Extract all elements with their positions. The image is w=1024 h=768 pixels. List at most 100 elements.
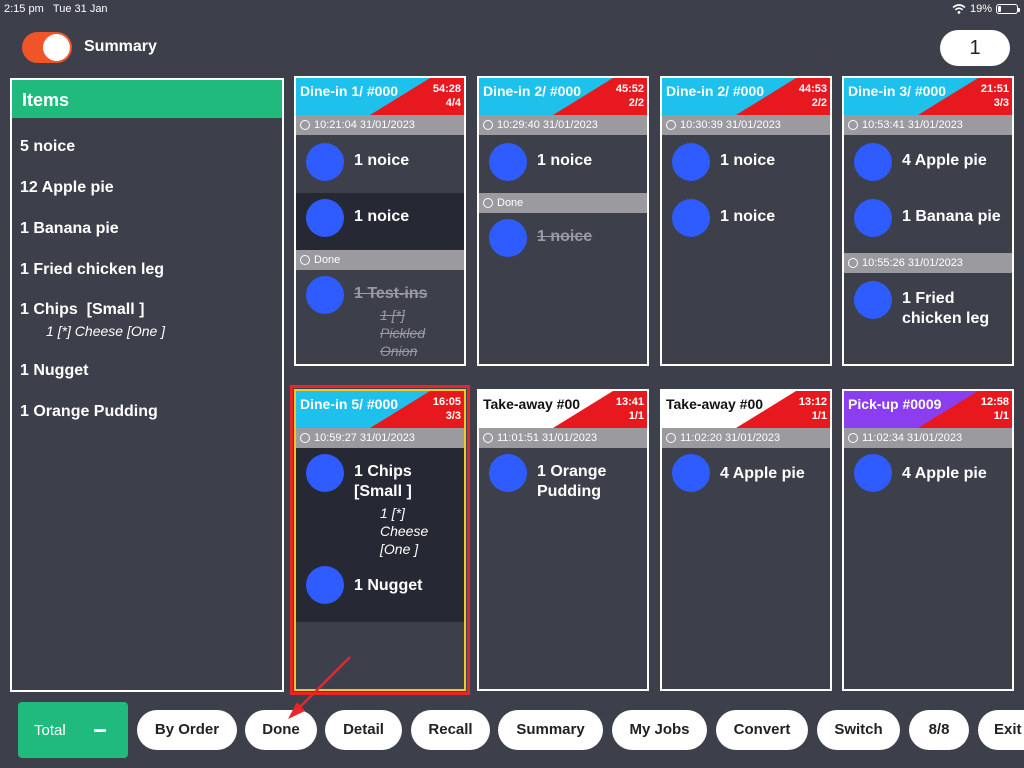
order-card[interactable]: Take-away #00 13:41 1/1 11:01:51 31/01/20… bbox=[477, 389, 649, 691]
order-item-modifier: 1 [*] bbox=[380, 307, 405, 323]
switch-button[interactable]: Switch bbox=[817, 710, 900, 750]
order-item[interactable]: 1 noice bbox=[662, 193, 830, 251]
order-item[interactable]: 1 Fried chicken leg bbox=[844, 273, 1012, 333]
items-panel: Items 5 noice 12 Apple pie 1 Banana pie … bbox=[10, 78, 284, 692]
order-item-label: 1 Test-ins bbox=[354, 285, 428, 302]
order-item[interactable]: 1 Orange Pudding bbox=[479, 448, 647, 508]
order-timer: 13:41 1/1 bbox=[615, 396, 644, 422]
page-number-box[interactable]: 1 bbox=[940, 30, 1010, 66]
header-corner bbox=[370, 391, 430, 428]
order-item-label: 1 noice bbox=[537, 152, 593, 169]
header-corner bbox=[553, 78, 613, 115]
order-timestamp-bar: 11:02:34 31/01/2023 bbox=[844, 428, 1012, 448]
order-item[interactable]: 1 Banana pie bbox=[844, 193, 1012, 253]
order-item-label: 4 Apple pie bbox=[720, 465, 805, 482]
order-timer: 44:53 2/2 bbox=[798, 83, 827, 109]
order-item-modifier: [One ] bbox=[380, 541, 419, 557]
item-status-dot bbox=[854, 199, 892, 237]
status-right: 19% bbox=[952, 3, 1020, 15]
item-status-dot bbox=[489, 143, 527, 181]
header-corner bbox=[796, 78, 830, 115]
order-item-label: 4 Apple pie bbox=[902, 465, 987, 482]
summary-item[interactable]: 1 Orange Pudding bbox=[20, 403, 158, 420]
order-card[interactable]: Pick-up #0009 12:58 1/1 11:02:34 31/01/20… bbox=[842, 389, 1014, 691]
header-corner bbox=[796, 391, 830, 428]
order-item[interactable]: 1 Chips [Small ] 1 [*] Cheese [One ] bbox=[296, 448, 464, 560]
header-corner bbox=[430, 391, 464, 428]
item-status-dot bbox=[306, 276, 344, 314]
order-card-header: Pick-up #0009 12:58 1/1 bbox=[844, 391, 1012, 428]
summary-item[interactable]: 1 Banana pie bbox=[20, 220, 119, 237]
order-card[interactable]: Dine-in 2/ #000 45:52 2/2 10:29:40 31/01/… bbox=[477, 76, 649, 366]
order-item[interactable]: 4 Apple pie bbox=[844, 135, 1012, 193]
order-card-selected[interactable]: Dine-in 5/ #000 16:05 3/3 10:59:27 31/01/… bbox=[290, 385, 470, 695]
status-bar: 2:15 pm Tue 31 Jan 19% bbox=[0, 0, 1024, 20]
order-item-label: 1 noice bbox=[354, 208, 410, 225]
header-corner bbox=[613, 391, 647, 428]
summary-toggle[interactable] bbox=[22, 32, 72, 63]
order-timer: 16:05 3/3 bbox=[432, 396, 461, 422]
order-item-modifier: Cheese bbox=[380, 523, 429, 539]
summary-button[interactable]: Summary bbox=[498, 710, 603, 750]
header-corner bbox=[553, 391, 613, 428]
alarm-clock-icon bbox=[848, 258, 858, 268]
summary-item[interactable]: 1 Fried chicken leg bbox=[20, 261, 165, 278]
order-item-label: 1 Orange Pudding bbox=[537, 463, 607, 500]
order-card[interactable]: Take-away #00 13:12 1/1 11:02:20 31/01/20… bbox=[660, 389, 832, 691]
done-button[interactable]: Done bbox=[245, 710, 317, 750]
order-item[interactable]: 4 Apple pie bbox=[662, 448, 830, 508]
header-corner bbox=[736, 78, 796, 115]
detail-button[interactable]: Detail bbox=[325, 710, 402, 750]
order-card[interactable]: Dine-in 2/ #000 44:53 2/2 10:30:39 31/01/… bbox=[660, 76, 832, 366]
order-card[interactable]: Dine-in 1/ #000 54:28 4/4 10:21:04 31/01/… bbox=[294, 76, 466, 366]
check-circle-icon bbox=[300, 255, 310, 265]
item-status-dot bbox=[306, 566, 344, 604]
order-item[interactable]: 1 noice bbox=[296, 135, 464, 193]
item-status-dot bbox=[306, 199, 344, 237]
order-timestamp-bar: 10:21:04 31/01/2023 bbox=[296, 115, 464, 135]
order-card[interactable]: Dine-in 3/ #000 21:51 3/3 10:53:41 31/01/… bbox=[842, 76, 1014, 366]
order-card-header: Take-away #00 13:41 1/1 bbox=[479, 391, 647, 428]
header-corner bbox=[736, 391, 796, 428]
order-item-modifier: 1 [*] bbox=[380, 505, 405, 521]
summary-item[interactable]: 5 noice bbox=[20, 138, 76, 155]
order-item[interactable]: 1 noice bbox=[296, 193, 464, 250]
page-count-button[interactable]: 8/8 bbox=[909, 710, 969, 750]
order-title: Take-away #00 bbox=[483, 396, 581, 412]
exit-button[interactable]: Exit bbox=[978, 710, 1024, 750]
order-timer: 13:12 1/1 bbox=[798, 396, 827, 422]
order-timestamp-bar: 10:29:40 31/01/2023 bbox=[479, 115, 647, 135]
convert-button[interactable]: Convert bbox=[716, 710, 808, 750]
order-timestamp-bar: 10:55:26 31/01/2023 bbox=[844, 253, 1012, 273]
order-item[interactable]: 1 noice bbox=[662, 135, 830, 193]
order-item-label: 1 noice bbox=[354, 152, 410, 169]
header-corner bbox=[613, 78, 647, 115]
alarm-clock-icon bbox=[300, 433, 310, 443]
summary-item-modifier: 1 [*] Cheese [One ] bbox=[46, 323, 166, 339]
order-title: Dine-in 1/ #000 bbox=[300, 83, 399, 99]
order-item[interactable]: 1 Nugget bbox=[296, 560, 464, 622]
order-timer: 21:51 3/3 bbox=[980, 83, 1009, 109]
order-item-label: 1 Fried chicken leg bbox=[902, 290, 990, 327]
order-item[interactable]: 1 noice bbox=[479, 135, 647, 193]
by-order-button[interactable]: By Order bbox=[137, 710, 237, 750]
item-status-dot bbox=[489, 219, 527, 257]
order-card-header: Dine-in 3/ #000 21:51 3/3 bbox=[844, 78, 1012, 115]
order-timestamp-bar: 10:30:39 31/01/2023 bbox=[662, 115, 830, 135]
item-status-dot bbox=[672, 143, 710, 181]
recall-button[interactable]: Recall bbox=[411, 710, 490, 750]
done-order-item[interactable]: 1 noice bbox=[479, 213, 647, 263]
summary-item[interactable]: 1 Nugget bbox=[20, 362, 89, 379]
my-jobs-button[interactable]: My Jobs bbox=[612, 710, 707, 750]
summary-item[interactable]: 1 Chips [Small ] bbox=[20, 301, 145, 318]
order-timer: 45:52 2/2 bbox=[615, 83, 644, 109]
total-button[interactable]: Total bbox=[18, 702, 128, 758]
order-item-label: 1 Nugget bbox=[354, 577, 423, 594]
done-order-item[interactable]: 1 Test-ins 1 [*] Pickled Onion bbox=[296, 270, 464, 364]
summary-toggle-label: Summary bbox=[84, 38, 157, 55]
summary-item[interactable]: 12 Apple pie bbox=[20, 179, 114, 196]
order-card-header: Dine-in 2/ #000 44:53 2/2 bbox=[662, 78, 830, 115]
order-item[interactable]: 4 Apple pie bbox=[844, 448, 1012, 508]
order-title: Dine-in 2/ #000 bbox=[666, 83, 765, 99]
battery-percent: 19% bbox=[969, 3, 992, 15]
